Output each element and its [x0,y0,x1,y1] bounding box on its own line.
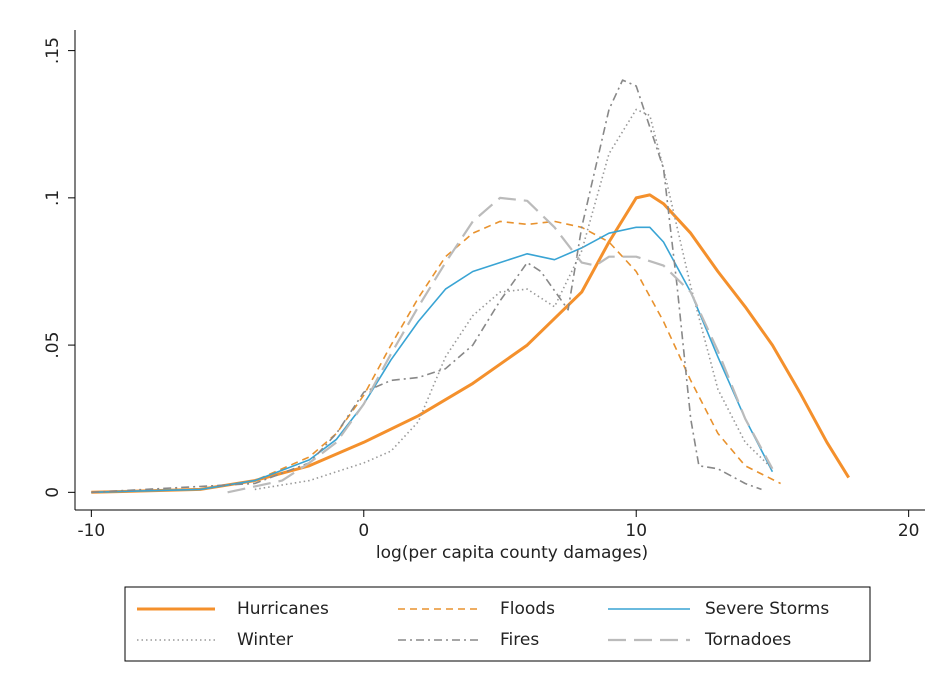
legend-label: Floods [500,599,555,619]
density-line [91,220,781,494]
legend-label: Tornadoes [704,630,791,650]
legend-label: Severe Storms [705,599,829,619]
legend-label: Hurricanes [237,599,329,619]
x-tick-label: 0 [358,521,369,541]
x-tick-label: 10 [625,521,647,541]
legend-box [124,586,871,662]
x-tick-label: 20 [898,521,920,541]
x-tick-label: -10 [77,521,105,541]
y-tick-label: 0 [43,487,63,498]
legend-label: Winter [237,630,293,650]
density-line [91,79,762,494]
legend-label: Fires [500,630,539,650]
y-tick-label: .15 [43,37,63,64]
legend: Hurricanes Floods Severe Storms Winter Fires… [124,586,871,662]
y-tick-label: .1 [43,190,63,206]
y-tick-label: .05 [43,332,63,359]
density-line [91,193,850,494]
density-line [227,196,774,494]
x-axis-title: log(per capita county damages) [376,543,648,563]
density-line [91,226,774,494]
